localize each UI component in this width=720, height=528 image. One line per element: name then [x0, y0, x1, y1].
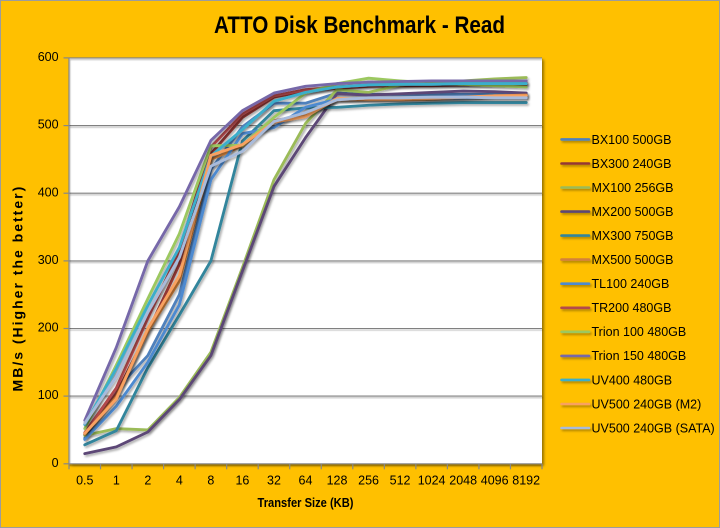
- svg-text:UV500 240GB (SATA): UV500 240GB (SATA): [592, 421, 715, 435]
- svg-text:300: 300: [38, 253, 59, 267]
- svg-text:MX500 500GB: MX500 500GB: [592, 253, 674, 267]
- svg-text:Trion 100 480GB: Trion 100 480GB: [592, 325, 687, 339]
- svg-text:256: 256: [358, 474, 379, 488]
- svg-text:600: 600: [38, 50, 59, 64]
- svg-text:UV500 240GB (M2): UV500 240GB (M2): [592, 397, 702, 411]
- svg-text:UV400 480GB: UV400 480GB: [592, 373, 673, 387]
- svg-text:MX300 750GB: MX300 750GB: [592, 229, 674, 243]
- svg-text:ATTO Disk Benchmark - Read: ATTO Disk Benchmark - Read: [214, 12, 505, 39]
- svg-text:2048: 2048: [449, 474, 477, 488]
- svg-text:8: 8: [207, 474, 214, 488]
- svg-text:2: 2: [144, 474, 151, 488]
- svg-text:128: 128: [327, 474, 348, 488]
- svg-text:MB/s (Higher the better): MB/s (Higher the better): [10, 185, 26, 392]
- svg-text:MX200 500GB: MX200 500GB: [592, 205, 674, 219]
- svg-text:16: 16: [235, 474, 249, 488]
- svg-text:1024: 1024: [418, 474, 446, 488]
- svg-text:32: 32: [267, 474, 281, 488]
- svg-text:512: 512: [390, 474, 411, 488]
- svg-text:Transfer Size (KB): Transfer Size (KB): [258, 495, 354, 510]
- svg-text:TL100 240GB: TL100 240GB: [592, 277, 670, 291]
- svg-text:4096: 4096: [481, 474, 509, 488]
- svg-text:1: 1: [113, 474, 120, 488]
- svg-text:BX300 240GB: BX300 240GB: [592, 157, 672, 171]
- svg-text:Trion 150 480GB: Trion 150 480GB: [592, 349, 687, 363]
- svg-text:0: 0: [52, 456, 59, 470]
- svg-text:500: 500: [38, 118, 59, 132]
- svg-text:4: 4: [176, 474, 183, 488]
- svg-text:TR200 480GB: TR200 480GB: [592, 301, 672, 315]
- svg-text:8192: 8192: [512, 474, 540, 488]
- svg-text:64: 64: [299, 474, 313, 488]
- svg-text:100: 100: [38, 388, 59, 402]
- svg-text:0.5: 0.5: [76, 474, 93, 488]
- svg-text:MX100 256GB: MX100 256GB: [592, 181, 674, 195]
- svg-text:400: 400: [38, 185, 59, 199]
- svg-text:200: 200: [38, 321, 59, 335]
- svg-text:BX100 500GB: BX100 500GB: [592, 133, 672, 147]
